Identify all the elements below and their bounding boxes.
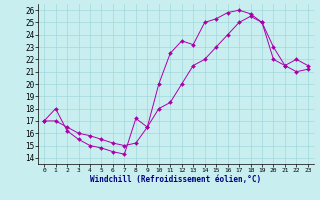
X-axis label: Windchill (Refroidissement éolien,°C): Windchill (Refroidissement éolien,°C) — [91, 175, 261, 184]
